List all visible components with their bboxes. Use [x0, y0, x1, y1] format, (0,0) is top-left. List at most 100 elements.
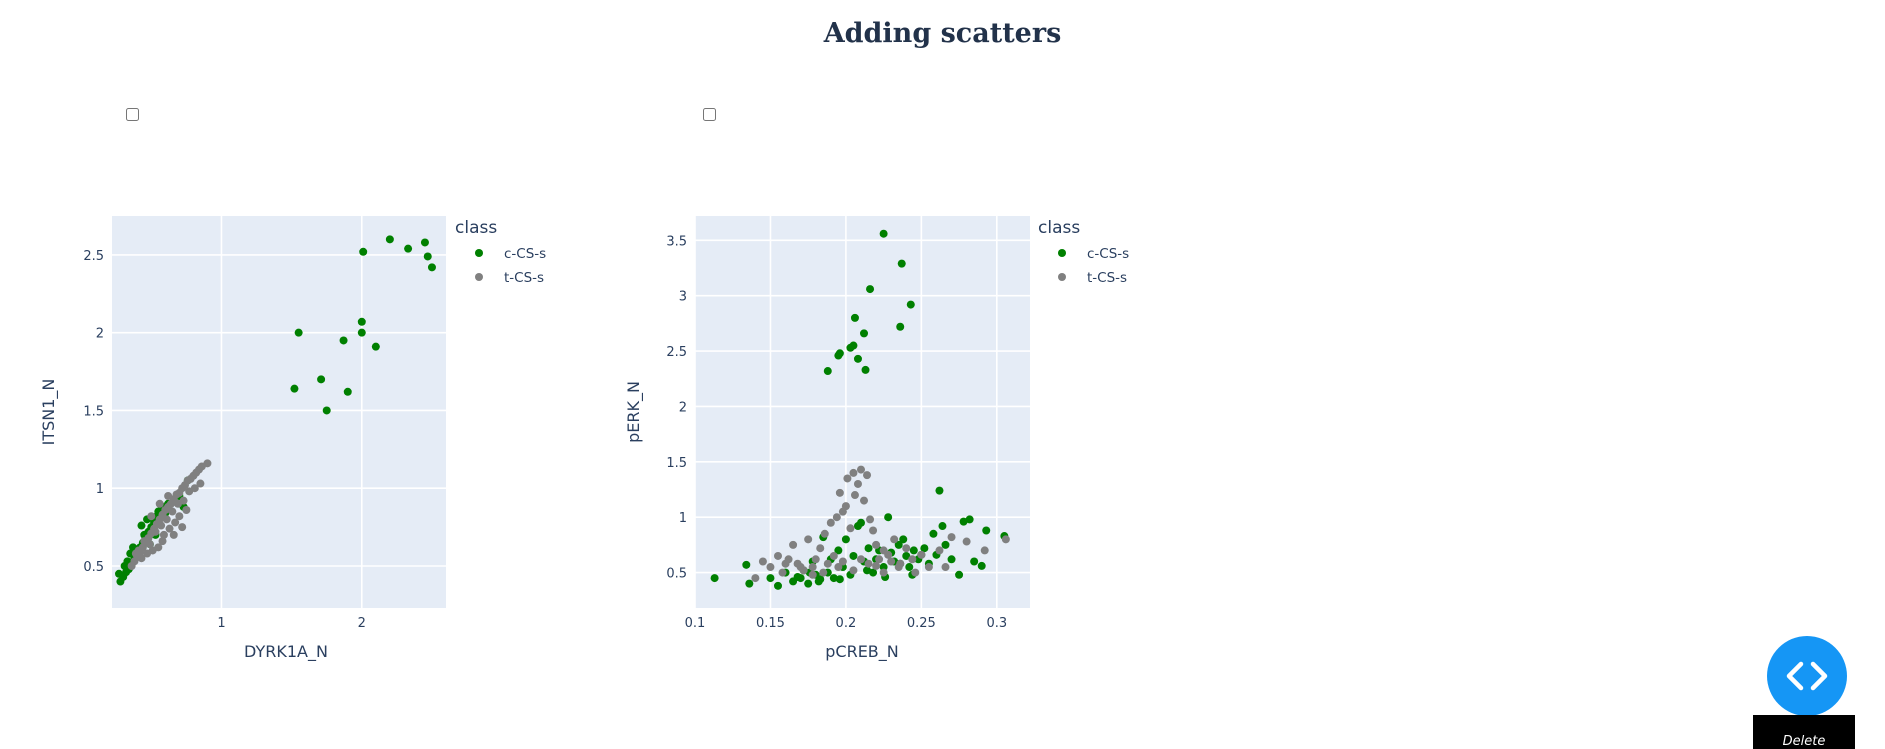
- y-tick-label: 3: [679, 290, 687, 305]
- data-point: [908, 555, 917, 564]
- data-point: [834, 563, 843, 572]
- data-point: [710, 574, 719, 583]
- plot-area: [112, 216, 446, 608]
- data-point: [909, 546, 918, 555]
- data-point: [835, 488, 844, 497]
- data-point: [145, 540, 154, 549]
- scatter-plot-perk-vs-pcreb[interactable]: 0.1 0.15 0.2 0.25 0.3 0.5 1 1.5 2 2.5 3 3.5 pCREB_N p…: [0, 0, 1200, 680]
- data-point: [120, 562, 129, 570]
- data-point: [935, 546, 944, 555]
- data-point: [850, 491, 859, 500]
- data-point: [804, 535, 813, 544]
- data-point: [887, 557, 896, 566]
- data-point: [846, 524, 855, 533]
- data-point: [1001, 535, 1010, 544]
- data-point: [941, 563, 950, 572]
- data-point: [317, 375, 326, 384]
- y-axis-title: ITSN1_N: [39, 379, 59, 446]
- data-point: [816, 544, 825, 553]
- data-point: [935, 486, 944, 495]
- data-point: [357, 328, 366, 337]
- data-point: [182, 506, 191, 514]
- data-point: [860, 496, 869, 505]
- code-view-button[interactable]: [1767, 636, 1847, 716]
- data-point: [861, 365, 870, 374]
- data-point: [811, 555, 820, 564]
- data-point: [171, 518, 180, 527]
- y-tick-label: 1.5: [666, 456, 687, 471]
- data-point: [941, 540, 950, 549]
- data-point: [843, 474, 852, 483]
- data-point: [866, 285, 875, 294]
- data-point: [168, 507, 177, 516]
- data-point: [339, 336, 348, 345]
- data-point: [899, 535, 908, 544]
- data-point: [863, 566, 872, 575]
- data-point: [385, 235, 394, 244]
- scatter-plot-itsn1-vs-dyrk1a[interactable]: 1 2 0.5 1 1.5 2 2.5 DYRK1A_N ITSN1_N class c-CS-s t…: [0, 0, 600, 680]
- data-point: [169, 530, 178, 539]
- data-point: [875, 555, 884, 564]
- legend-item: c-CS-s: [1087, 246, 1129, 262]
- data-point: [162, 515, 171, 524]
- code-brackets-icon: [1786, 661, 1828, 691]
- data-point: [965, 515, 974, 524]
- data-point: [820, 529, 829, 538]
- data-point: [294, 328, 303, 337]
- data-point: [781, 559, 790, 568]
- x-tick-label: 0.1: [685, 616, 706, 631]
- y-tick-label: 2.5: [666, 345, 687, 360]
- data-point: [789, 540, 798, 549]
- data-point: [879, 229, 888, 238]
- data-point: [856, 465, 865, 474]
- delete-label: Delete: [1782, 734, 1826, 749]
- y-tick-label: 1: [96, 482, 104, 497]
- data-point: [977, 561, 986, 570]
- data-point: [745, 579, 754, 588]
- data-point: [826, 518, 835, 527]
- data-point: [905, 563, 914, 572]
- x-tick-label: 0.15: [756, 616, 785, 631]
- data-point: [884, 513, 893, 522]
- legend-marker: [475, 249, 483, 257]
- x-axis-title: DYRK1A_N: [244, 642, 328, 662]
- data-point: [838, 557, 847, 566]
- page-title: Adding scatters: [823, 18, 1062, 49]
- data-point: [864, 559, 873, 568]
- data-point: [879, 563, 888, 572]
- data-point: [849, 468, 858, 477]
- data-point: [819, 568, 828, 577]
- data-point: [178, 523, 187, 532]
- data-point: [856, 518, 865, 527]
- legend-item: t-CS-s: [1087, 270, 1127, 286]
- x-tick-label: 0.3: [986, 616, 1007, 631]
- data-point: [751, 574, 760, 583]
- data-point: [853, 354, 862, 363]
- data-point: [832, 513, 841, 522]
- delete-button[interactable]: Delete: [1753, 715, 1855, 749]
- data-point: [980, 546, 989, 555]
- data-point: [148, 546, 157, 555]
- y-tick-label: 1.5: [83, 404, 104, 419]
- data-point: [126, 549, 135, 558]
- data-point: [778, 568, 787, 577]
- chart-2-checkbox[interactable]: [703, 108, 716, 121]
- data-point: [911, 568, 920, 577]
- legend-marker: [475, 273, 483, 281]
- y-tick-label: 2: [679, 400, 687, 415]
- data-point: [371, 342, 380, 351]
- data-point: [879, 568, 888, 577]
- data-point: [929, 529, 938, 538]
- data-point: [829, 574, 838, 583]
- data-point: [804, 579, 813, 588]
- data-point: [423, 252, 432, 261]
- legend-title: class: [455, 218, 497, 238]
- chart-1-checkbox[interactable]: [126, 108, 139, 121]
- data-point: [849, 551, 858, 560]
- data-point: [808, 570, 817, 579]
- data-point: [157, 521, 166, 530]
- data-point: [982, 526, 991, 535]
- data-point: [179, 496, 188, 505]
- data-point: [869, 526, 878, 535]
- x-tick-label: 1: [217, 616, 225, 631]
